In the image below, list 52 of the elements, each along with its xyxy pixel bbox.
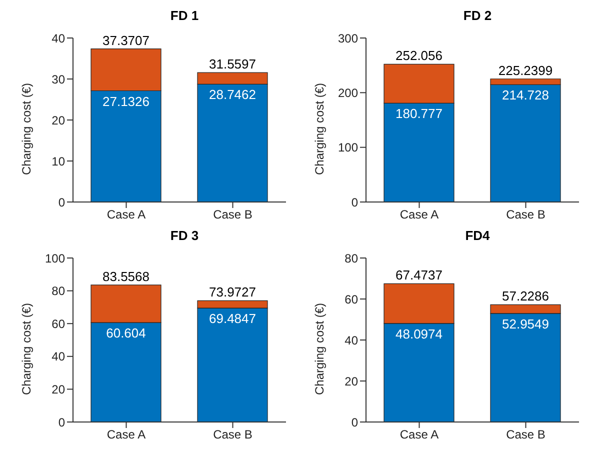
y-tick-label: 40 (52, 350, 66, 364)
total-label: 37.3707 (102, 32, 150, 48)
y-tick-label: 10 (52, 154, 66, 168)
data-label: 180.777 (396, 106, 442, 122)
total-label: 57.2286 (502, 288, 549, 304)
y-tick-label: 20 (52, 382, 66, 396)
x-tick-label: Case A (106, 428, 146, 442)
data-label: 27.1326 (102, 94, 150, 109)
y-tick-label: 0 (351, 195, 358, 210)
y-tick-label: 80 (344, 251, 358, 266)
y-tick-label: 100 (44, 251, 66, 266)
x-tick-label: Case B (213, 428, 252, 442)
data-label: 48.0974 (396, 326, 442, 342)
data-label: 52.9549 (502, 316, 549, 332)
y-tick-label: 200 (338, 86, 358, 100)
y-tick-label: 20 (344, 374, 358, 388)
y-tick-label: 20 (52, 113, 66, 128)
y-tick-label: 60 (344, 292, 358, 306)
total-label: 73.9727 (209, 284, 256, 300)
y-tick-label: 30 (52, 72, 66, 86)
data-label: 28.7462 (209, 87, 256, 102)
data-label: 214.728 (502, 88, 549, 103)
y-axis-title: Charging cost (€) (312, 82, 326, 175)
total-label: 31.5597 (209, 56, 256, 72)
chart-title: FD 3 (169, 228, 200, 244)
y-tick-label: 0 (58, 415, 66, 430)
chart-title: FD4 (464, 228, 491, 244)
y-tick-label: 40 (52, 31, 66, 46)
x-tick-label: Case A (400, 208, 439, 222)
chart-title: FD 2 (462, 8, 493, 24)
y-axis-title: Charging cost (€) (312, 302, 326, 395)
y-tick-label: 60 (52, 316, 66, 331)
y-axis-title: Charging cost (€) (19, 302, 34, 395)
total-label: 225.2399 (498, 62, 553, 78)
y-tick-label: 0 (351, 415, 358, 430)
x-tick-label: Case B (213, 208, 252, 222)
x-tick-label: Case B (506, 428, 546, 442)
total-label: 252.056 (396, 48, 442, 64)
x-tick-label: Case A (106, 208, 146, 222)
y-tick-label: 80 (52, 284, 66, 298)
y-tick-label: 100 (338, 140, 358, 155)
data-label: 69.4847 (209, 311, 256, 326)
y-tick-label: 300 (338, 31, 358, 46)
y-axis-title: Charging cost (€) (19, 82, 34, 175)
x-tick-label: Case B (506, 208, 546, 222)
data-label: 60.604 (106, 326, 146, 341)
y-tick-label: 40 (344, 333, 358, 348)
total-label: 83.5568 (102, 268, 150, 284)
chart-title: FD 1 (169, 8, 200, 24)
y-tick-label: 0 (58, 195, 66, 210)
x-tick-label: Case A (400, 428, 439, 442)
total-label: 67.4737 (396, 268, 442, 283)
